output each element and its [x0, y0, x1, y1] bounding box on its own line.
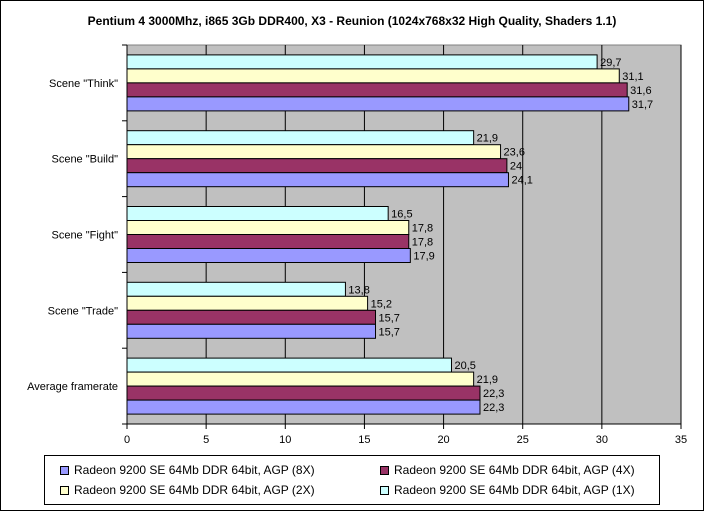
bar	[126, 323, 377, 339]
data-label: 13,8	[348, 284, 369, 296]
data-label: 23,6	[504, 147, 525, 159]
data-label: 21,9	[477, 374, 498, 386]
data-label: 31,7	[632, 99, 653, 111]
chart-title: Pentium 4 3000Mhz, i865 3Gb DDR400, X3 -…	[87, 14, 617, 28]
labels: 0 5 10 15 20 25 30 35 Scene "Think" 29,731,1 31,6 3…	[27, 57, 687, 446]
legend-label: Radeon 9200 SE 64Mb DDR 64bit, AGP (4X)	[394, 463, 635, 477]
bar	[126, 281, 346, 297]
data-label: 31,1	[622, 71, 643, 83]
data-label: 29,7	[600, 57, 621, 69]
data-label: 22,3	[483, 402, 504, 414]
bar	[126, 158, 508, 174]
data-label: 15,7	[379, 326, 400, 338]
legend-label: Radeon 9200 SE 64Mb DDR 64bit, AGP (1X)	[394, 483, 635, 497]
bar	[126, 371, 475, 387]
x-tick-label: 30	[596, 434, 608, 446]
category-label: Scene "Build"	[51, 154, 118, 166]
legend: Radeon 9200 SE 64Mb DDR 64bit, AGP (8X) R…	[44, 455, 660, 505]
bar	[126, 295, 369, 311]
legend-swatch	[380, 465, 389, 475]
bar	[126, 144, 502, 160]
legend-item: Radeon 9200 SE 64Mb DDR 64bit, AGP (4X)	[380, 462, 635, 478]
bar	[126, 234, 410, 249]
bar	[126, 385, 481, 401]
bar	[126, 82, 628, 98]
data-label: 16,5	[391, 209, 412, 221]
data-label: 24,1	[511, 175, 532, 187]
x-tick-label: 5	[203, 434, 209, 446]
bar	[126, 172, 509, 188]
legend-item: Radeon 9200 SE 64Mb DDR 64bit, AGP (2X)	[60, 482, 315, 498]
x-tick-label: 15	[358, 434, 370, 446]
category-label: Scene "Trade"	[48, 305, 118, 317]
bar	[126, 399, 481, 415]
legend-swatch	[60, 485, 69, 495]
legend-swatch	[380, 485, 389, 495]
legend-item: Radeon 9200 SE 64Mb DDR 64bit, AGP (8X)	[60, 462, 315, 478]
x-tick-label: 35	[675, 434, 687, 446]
bar	[126, 248, 411, 263]
legend-item: Radeon 9200 SE 64Mb DDR 64bit, AGP (1X)	[380, 482, 635, 498]
x-tick-label: 10	[279, 434, 291, 446]
data-label: 15,2	[371, 298, 392, 310]
category-label: Scene "Think"	[49, 78, 118, 90]
bar	[126, 206, 389, 221]
bar	[126, 54, 598, 70]
bar	[126, 220, 410, 235]
bar	[126, 96, 630, 112]
x-tick-label: 0	[124, 434, 130, 446]
x-tick-label: 25	[517, 434, 529, 446]
category-label: Average framerate	[27, 381, 118, 393]
legend-swatch	[60, 465, 69, 475]
data-label: 17,8	[412, 237, 433, 249]
category-label: Scene "Fight"	[51, 230, 118, 242]
data-label: 17,9	[413, 251, 434, 263]
bar	[126, 130, 475, 146]
data-label: 31,6	[630, 85, 651, 97]
data-label: 24	[510, 161, 522, 173]
legend-label: Radeon 9200 SE 64Mb DDR 64bit, AGP (2X)	[74, 483, 315, 497]
data-label: 15,7	[379, 312, 400, 324]
bar	[126, 309, 377, 325]
bar	[126, 357, 452, 373]
data-label: 17,8	[412, 223, 433, 235]
data-label: 22,3	[483, 388, 504, 400]
data-label: 21,9	[477, 133, 498, 145]
data-label: 20,5	[454, 360, 475, 372]
bars	[126, 54, 630, 415]
legend-label: Radeon 9200 SE 64Mb DDR 64bit, AGP (8X)	[74, 463, 315, 477]
axes	[122, 44, 682, 429]
x-tick-label: 20	[437, 434, 449, 446]
bar	[126, 68, 620, 84]
